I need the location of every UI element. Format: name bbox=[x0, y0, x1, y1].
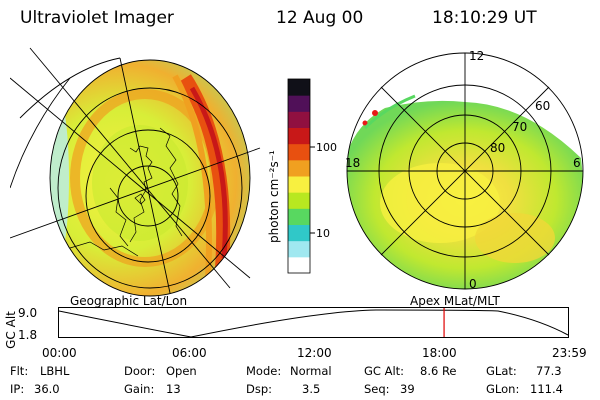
colorbar-swatch bbox=[288, 208, 310, 225]
timeline-xtick-0000: 00:00 bbox=[42, 346, 77, 360]
glon-label: GLon: bbox=[486, 382, 520, 396]
mlat-label-60: 60 bbox=[535, 99, 550, 113]
gcalt-value: 8.6 Re bbox=[420, 364, 457, 378]
timeline-xtick-2359: 23:59 bbox=[552, 346, 587, 360]
colorbar-swatch bbox=[288, 224, 310, 242]
colorbar-swatch bbox=[288, 192, 310, 209]
seq-value: 39 bbox=[400, 382, 415, 396]
polar-plot: 12 6 0 18 60 70 80 bbox=[345, 49, 584, 291]
colorbar-swatch bbox=[288, 79, 310, 96]
colorbar-tick-label-10: 10 bbox=[316, 227, 330, 240]
ip-value: 36.0 bbox=[34, 382, 60, 396]
colorbar-swatch bbox=[288, 159, 310, 177]
gain-value: 13 bbox=[166, 382, 181, 396]
ip-label: IP: bbox=[10, 382, 25, 396]
timeline-xtick-1200: 12:00 bbox=[297, 346, 332, 360]
timeline-axis-label: GC Alt bbox=[3, 311, 18, 349]
instrument-title: Ultraviolet Imager bbox=[20, 8, 174, 28]
colorbar-tick-label-100: 100 bbox=[316, 141, 337, 154]
timeline-xtick-0600: 06:00 bbox=[172, 346, 207, 360]
colorbar-swatch bbox=[288, 111, 310, 128]
colorbar-swatches bbox=[288, 79, 310, 274]
date-label: 12 Aug 00 bbox=[276, 8, 364, 28]
geographic-image bbox=[10, 47, 261, 297]
right-projection-label: Apex MLat/MLT bbox=[410, 294, 500, 308]
door-label: Door: bbox=[124, 364, 156, 378]
dsp-value: 3.5 bbox=[302, 382, 321, 396]
timeline-ytick-9: 9.0 bbox=[18, 306, 38, 320]
mode-value: Normal bbox=[290, 364, 332, 378]
timeline-ytick-1: 1.8 bbox=[18, 328, 38, 342]
colorbar-swatch bbox=[288, 256, 310, 274]
colorbar-swatch bbox=[288, 176, 310, 193]
mlat-label-80: 80 bbox=[490, 141, 505, 155]
colorbar-swatch bbox=[288, 127, 310, 145]
gc-alt-curve bbox=[58, 309, 569, 338]
dsp-label: Dsp: bbox=[246, 382, 273, 396]
gcalt-label: GC Alt: bbox=[364, 364, 405, 378]
mode-label: Mode: bbox=[246, 364, 282, 378]
gain-label: Gain: bbox=[124, 382, 155, 396]
mlt-label-12: 12 bbox=[469, 49, 484, 63]
glat-label: GLat: bbox=[486, 364, 517, 378]
timeline-xtick-1800: 18:00 bbox=[422, 346, 457, 360]
mlt-label-6: 6 bbox=[573, 156, 581, 170]
timeline-axis-label-box: GC Alt bbox=[0, 311, 18, 351]
glon-value: 111.4 bbox=[530, 382, 563, 396]
flt-value: LBHL bbox=[40, 364, 70, 378]
time-label: 18:10:29 UT bbox=[432, 8, 537, 28]
colorbar-swatch bbox=[288, 240, 310, 258]
mlt-label-18: 18 bbox=[345, 156, 360, 170]
mlat-label-70: 70 bbox=[512, 120, 527, 134]
colorbar: 100 10 photon cm⁻²s⁻¹ bbox=[267, 78, 337, 274]
seq-label: Seq: bbox=[364, 382, 390, 396]
timeline-plot bbox=[58, 307, 569, 338]
door-value: Open bbox=[166, 364, 197, 378]
colorbar-swatch bbox=[288, 95, 310, 112]
colorbar-unit-label: photon cm⁻²s⁻¹ bbox=[267, 150, 281, 243]
glat-value: 77.3 bbox=[536, 364, 562, 378]
left-projection-label: Geographic Lat/Lon bbox=[70, 294, 188, 308]
mlt-label-0: 0 bbox=[469, 277, 477, 291]
flt-label: Flt: bbox=[10, 364, 29, 378]
colorbar-swatch bbox=[288, 143, 310, 161]
